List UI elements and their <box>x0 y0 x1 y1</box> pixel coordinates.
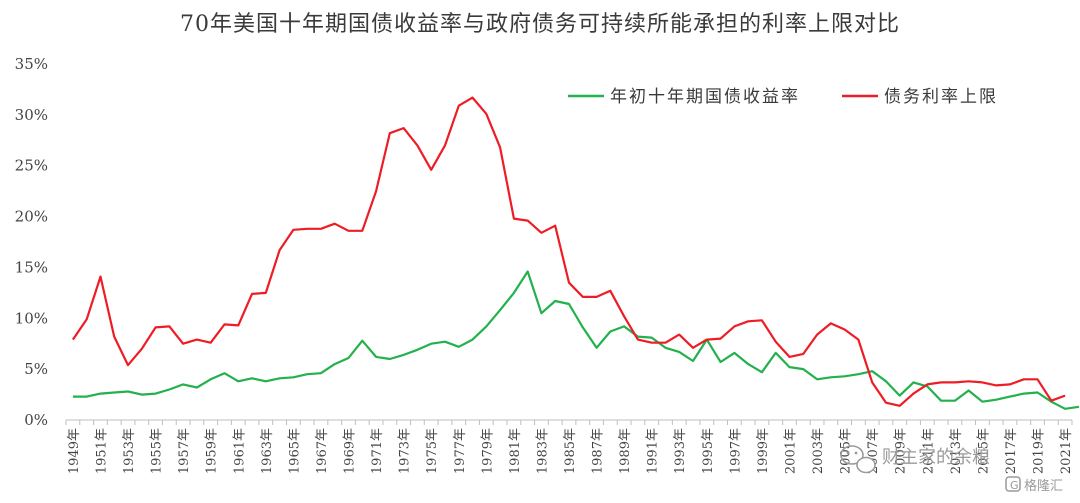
x-tick-label: 1959年 <box>205 428 220 474</box>
x-tick-label: 2015年 <box>976 428 991 474</box>
legend-label: 债务利率上限 <box>884 87 998 107</box>
x-tick-label: 1949年 <box>67 428 82 474</box>
x-tick-label: 1957年 <box>177 428 192 474</box>
x-tick-label: 1987年 <box>591 428 606 474</box>
y-tick-label: 35% <box>15 55 48 73</box>
x-tick-label: 2013年 <box>949 428 964 474</box>
y-tick-label: 20% <box>15 208 48 226</box>
x-tick-label: 2017年 <box>1004 428 1019 474</box>
x-tick-label: 1965年 <box>287 428 302 474</box>
x-tick-label: 2001年 <box>783 428 798 474</box>
x-tick-label: 1973年 <box>398 428 413 474</box>
y-tick-label: 30% <box>15 106 48 124</box>
watermark-account: 财主家的余粮 <box>882 447 990 468</box>
series-line-2 <box>71 96 1066 407</box>
watermark-platform: 格隆汇 <box>1024 478 1063 494</box>
y-tick-label: 10% <box>15 309 48 327</box>
x-axis <box>65 419 1073 425</box>
x-tick-label: 1971年 <box>370 428 385 474</box>
x-tick-label: 2005年 <box>839 428 854 474</box>
x-tick-label: 1969年 <box>343 428 358 474</box>
x-tick-label: 1981年 <box>508 428 523 474</box>
series-line-1 <box>72 270 1080 410</box>
x-tick-label: 1951年 <box>94 428 109 474</box>
gelonghui-logo-icon: G <box>1005 476 1021 492</box>
y-tick-label: 0% <box>24 411 48 429</box>
legend: 年初十年期国债收益率 债务利率上限 <box>568 87 998 107</box>
wechat-icon <box>840 445 876 474</box>
y-tick-label: 25% <box>15 157 48 175</box>
x-tick-label: 1967年 <box>315 428 330 474</box>
x-tick-label: 2003年 <box>811 428 826 474</box>
x-tick-label: 1955年 <box>150 428 165 474</box>
x-tick-label: 1995年 <box>701 428 716 474</box>
x-tick-label: 1989年 <box>618 428 633 474</box>
x-tick-label: 1999年 <box>756 428 771 474</box>
x-tick-label: 1991年 <box>646 428 661 474</box>
x-tick-label: 1983年 <box>535 428 550 474</box>
chart-title: 70年美国十年期国债收益率与政府债务可持续所能承担的利率上限对比 <box>180 12 900 37</box>
legend-label: 年初十年期国债收益率 <box>610 87 800 107</box>
x-tick-label: 1961年 <box>232 428 247 474</box>
x-tick-label: 1953年 <box>122 428 137 474</box>
svg-text:G: G <box>1010 479 1019 492</box>
x-tick-label: 2009年 <box>894 428 909 474</box>
y-tick-label: 5% <box>24 360 48 378</box>
x-tick-label: 2021年 <box>1059 428 1074 474</box>
x-tick-label: 1975年 <box>425 428 440 474</box>
x-tick-label: 1977年 <box>453 428 468 474</box>
y-tick-label: 15% <box>15 258 48 276</box>
x-tick-label: 2019年 <box>1032 428 1047 474</box>
x-tick-label: 1997年 <box>728 428 743 474</box>
x-tick-label: 1979年 <box>480 428 495 474</box>
x-tick-label: 1985年 <box>563 428 578 474</box>
x-tick-label: 1993年 <box>673 428 688 474</box>
x-tick-label: 1963年 <box>260 428 275 474</box>
y-axis-ticks: 0% 5% 10% 15% 20% 25% 30% 35% <box>15 55 48 429</box>
watermark: 财主家的余粮 G 格隆汇 <box>840 445 1063 494</box>
series-group <box>71 96 1080 410</box>
x-axis-ticks: 1949年 1951年 1953年 1955年 1957年 1959年 1961年 1963年… <box>67 428 1074 474</box>
x-tick-label: 2011年 <box>921 428 936 474</box>
